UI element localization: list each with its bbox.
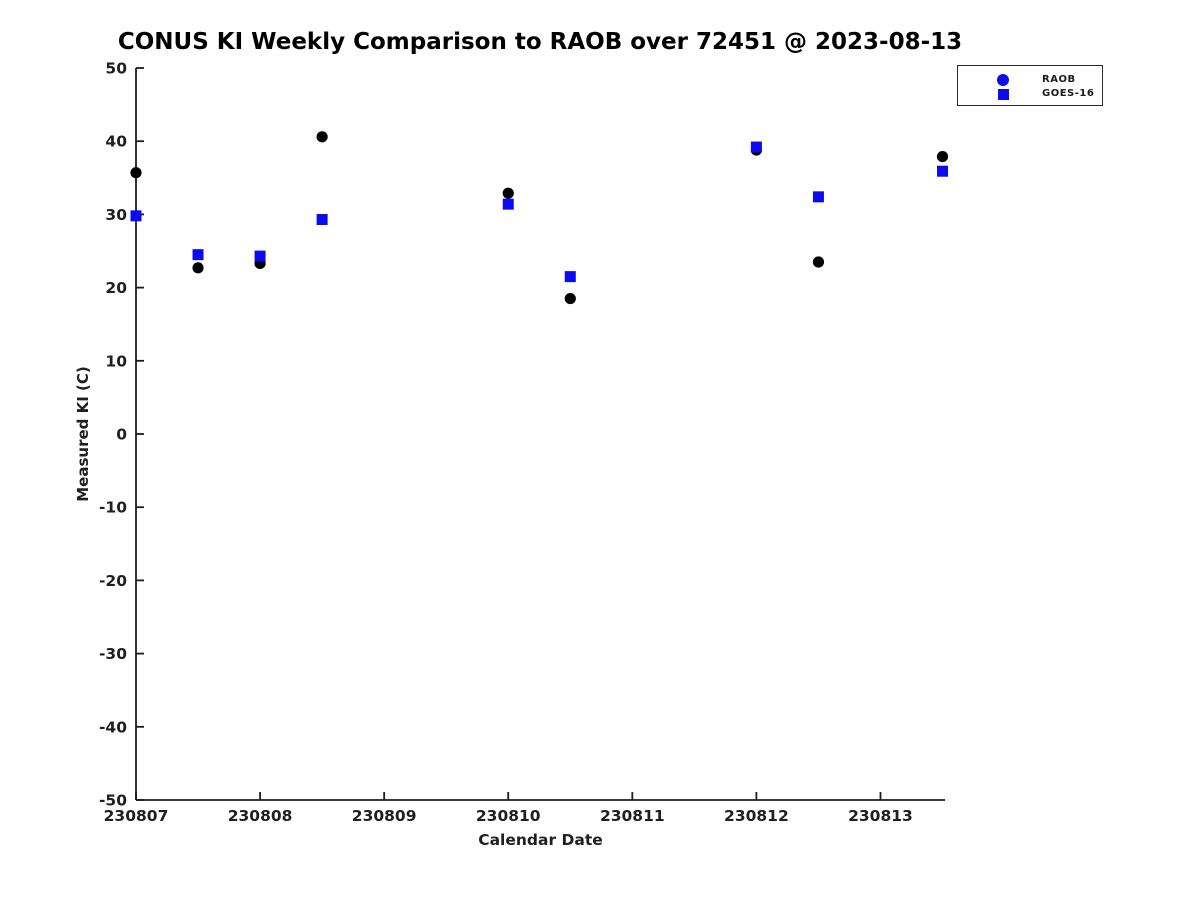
data-point-goes-16 (130, 210, 142, 222)
data-point-goes-16 (564, 271, 576, 283)
y-tick-label: 0 (116, 426, 127, 444)
legend-label-goes16: GOES-16 (1042, 88, 1095, 99)
data-point-goes-16 (316, 214, 328, 226)
y-tick-label: -40 (99, 718, 127, 736)
data-point-goes-16 (502, 198, 514, 210)
data-point-goes-16 (192, 249, 204, 261)
x-tick-label: 230807 (104, 807, 169, 825)
y-tick-label: -10 (99, 499, 127, 517)
data-point-goes-16 (812, 191, 824, 203)
chart-title: CONUS KI Weekly Comparison to RAOB over … (117, 29, 963, 55)
y-tick-label: -50 (99, 792, 127, 810)
y-tick-label: 10 (105, 352, 127, 370)
legend-label-raob: RAOB (1042, 74, 1076, 85)
data-point-goes-16 (937, 165, 949, 177)
data-point-raob (192, 262, 204, 274)
x-tick-label: 230812 (724, 807, 789, 825)
x-axis-title: Calendar Date (478, 831, 603, 849)
y-tick-label: 40 (105, 133, 127, 151)
data-point-raob (502, 187, 514, 199)
data-point-raob (564, 292, 576, 305)
legend-raob-circle-icon (997, 74, 1009, 86)
x-tick-label: 230808 (228, 807, 293, 825)
data-point-goes-16 (750, 141, 762, 153)
y-tick-label: -30 (99, 645, 127, 663)
x-tick-label: 230810 (476, 807, 541, 825)
x-tick-label: 230809 (352, 807, 417, 825)
y-axis-title: Measured KI (C) (74, 366, 92, 502)
legend-goes16-square-icon (998, 89, 1009, 100)
y-tick-label: 50 (105, 60, 127, 78)
legend: RAOB GOES-16 (957, 65, 1103, 106)
x-tick-label: 230811 (600, 807, 665, 825)
y-tick-label: 30 (105, 206, 127, 224)
data-point-goes-16 (254, 250, 266, 262)
data-point-raob (316, 131, 328, 143)
y-tick-label: -20 (99, 572, 127, 590)
data-point-raob (936, 150, 949, 163)
y-tick-label: 20 (105, 279, 127, 297)
data-point-raob (812, 256, 825, 268)
data-point-raob (130, 167, 142, 179)
x-tick-label: 230813 (848, 807, 913, 825)
